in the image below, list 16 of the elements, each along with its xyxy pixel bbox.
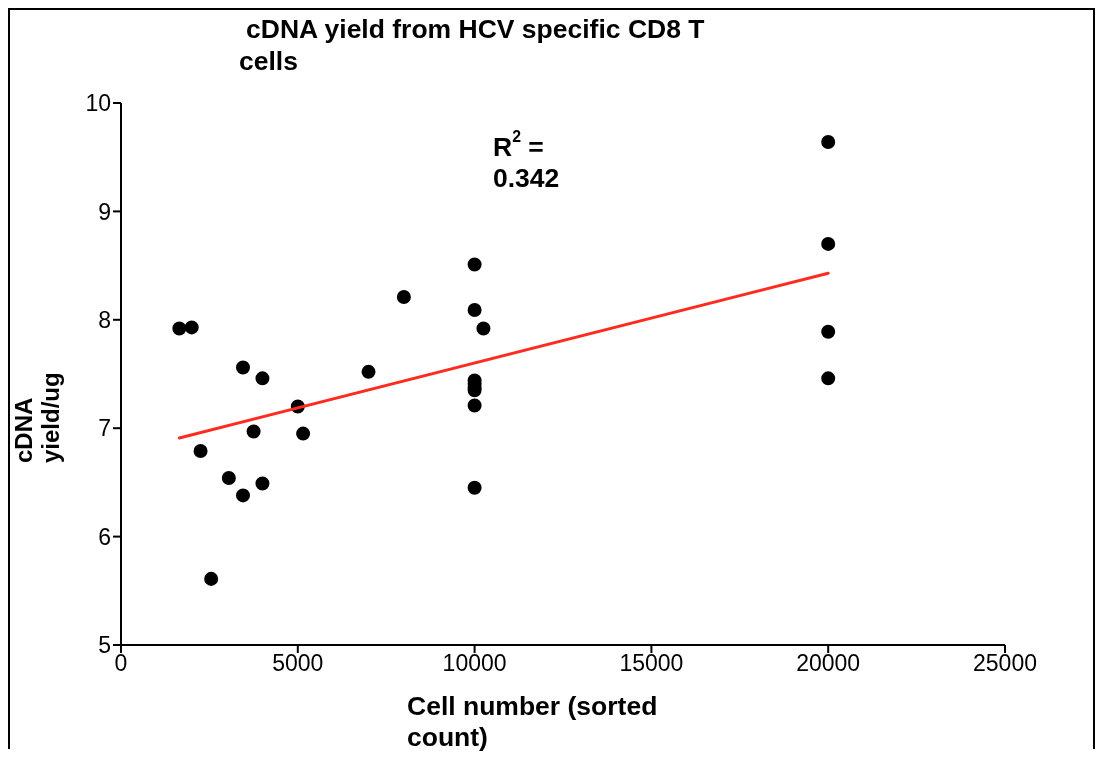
annotation: R$^{2}$ = 0.342 — [493, 127, 560, 193]
x-tick-label: 15000 — [619, 650, 684, 677]
y-tick-label: 9 — [98, 198, 111, 225]
chart-title: cDNA yield from HCV specific CD8 T cells — [239, 14, 705, 76]
y-tick-label: 5 — [98, 632, 111, 659]
x-tick-label: 25000 — [973, 650, 1037, 677]
x-tick-label: 5000 — [272, 650, 324, 677]
x-tick-label: 10000 — [442, 650, 507, 677]
x-axis-title: Cell number (sorted count) — [407, 691, 658, 752]
x-tick-label: 0 — [114, 650, 128, 677]
y-tick-label: 8 — [98, 306, 111, 333]
y-axis-title: cDNA yield/ug — [10, 372, 64, 463]
y-tick-label: 10 — [85, 90, 111, 117]
y-tick-label: 7 — [98, 415, 111, 442]
y-tick-label: 6 — [98, 523, 111, 550]
x-tick-label: 20000 — [796, 650, 861, 677]
